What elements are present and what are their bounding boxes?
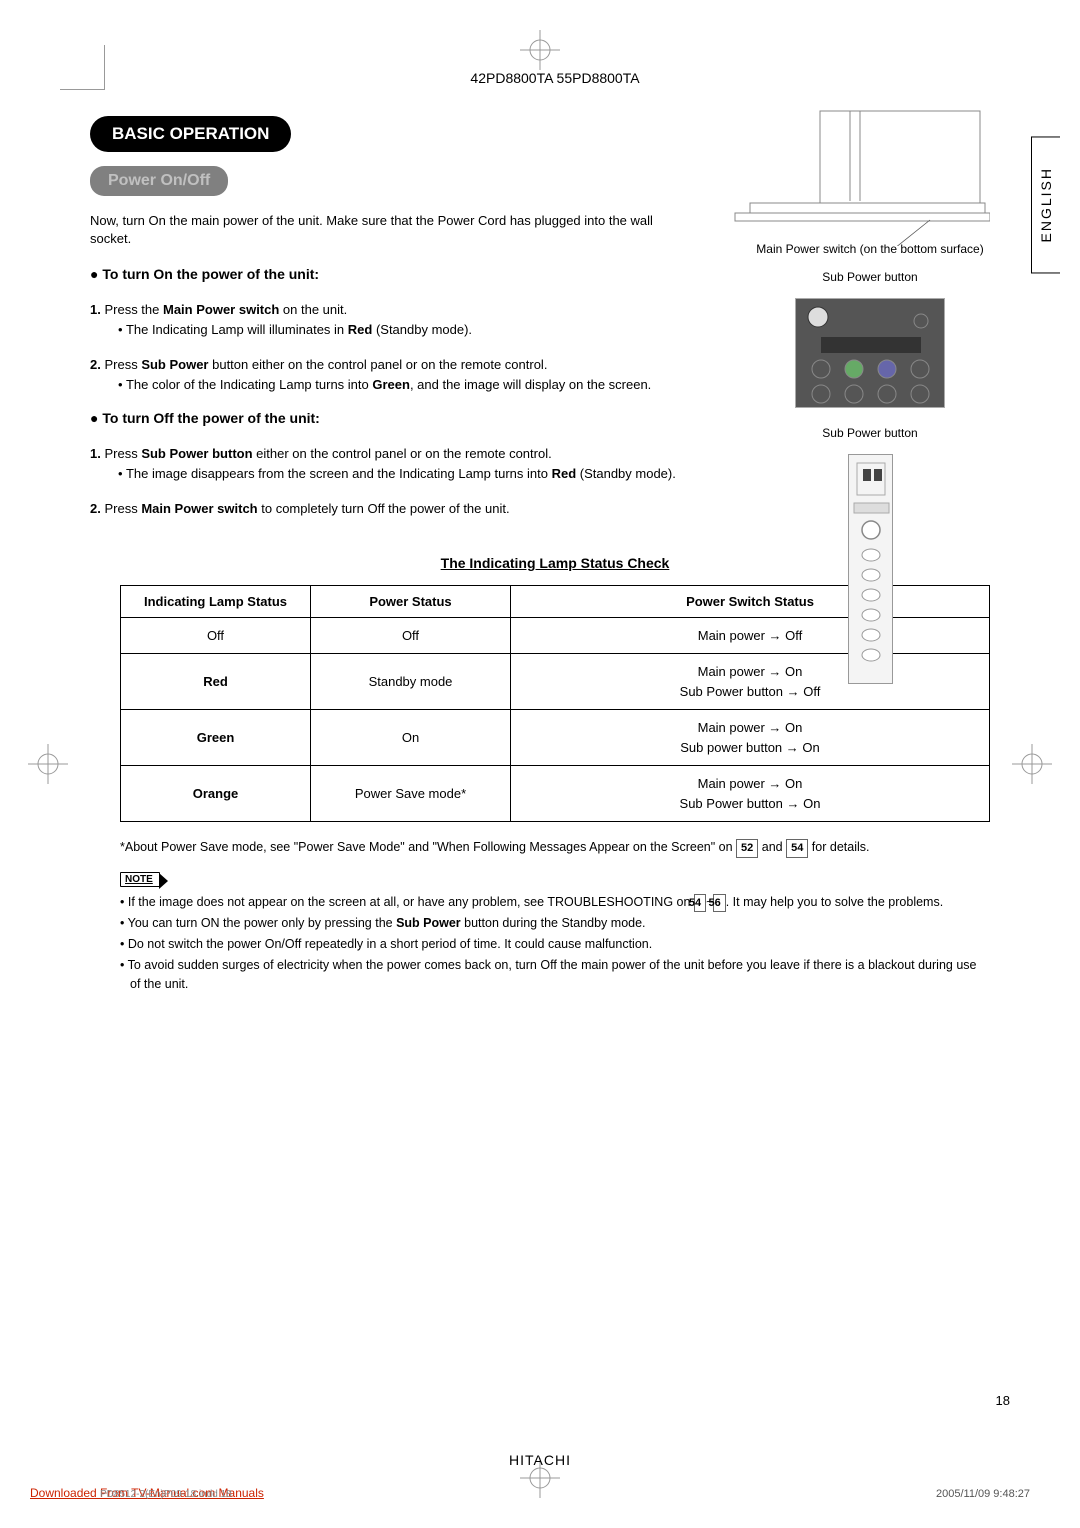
th-lamp: Indicating Lamp Status [121,585,311,617]
spine-date: 2005/11/09 9:48:27 [936,1488,1030,1500]
footnote: *About Power Save mode, see "Power Save … [120,838,990,858]
language-tab: ENGLISH [1031,136,1060,273]
crop-mark-tl [60,45,105,90]
note-item: To avoid sudden surges of electricity wh… [120,956,990,994]
panel-figure-caption: Sub Power button [710,426,1030,440]
side-panel-figure [848,454,893,684]
step-on-2: 2. Press Sub Power button either on the … [90,355,680,394]
brand-footer: HITACHI [509,1452,571,1468]
table-row: GreenOnMain power → OnSub power button →… [121,710,990,766]
step-off-1: 1. Press Sub Power button either on the … [90,444,680,483]
section-subtitle: Power On/Off [90,166,228,196]
spine-left: PD8512-2(En)P09-18.indd 18 [100,1489,232,1500]
th-power: Power Status [311,585,511,617]
note-item: You can turn ON the power only by pressi… [120,914,990,933]
tv-figure [710,106,990,236]
crop-mark-top [520,30,560,70]
table-row: OrangePower Save mode*Main power → OnSub… [121,766,990,822]
remote-figure-caption: Sub Power button [710,270,1030,284]
step-off-2: 2. Press Main Power switch to completely… [90,499,680,519]
page-number: 18 [996,1393,1010,1408]
note-item: Do not switch the power On/Off repeatedl… [120,935,990,954]
crop-mark-left [28,744,68,784]
intro-text: Now, turn On the main power of the unit.… [90,212,680,248]
turn-on-heading: To turn On the power of the unit: [90,266,680,282]
turn-off-heading: To turn Off the power of the unit: [90,410,680,426]
model-header: 42PD8800TA 55PD8800TA [90,70,1020,86]
step-on-1: 1. Press the Main Power switch on the un… [90,300,680,339]
section-title: BASIC OPERATION [90,116,291,152]
notes-list: If the image does not appear on the scre… [120,893,990,994]
note-item: If the image does not appear on the scre… [120,893,990,913]
note-label: NOTE [120,872,160,887]
remote-figure [795,298,945,408]
